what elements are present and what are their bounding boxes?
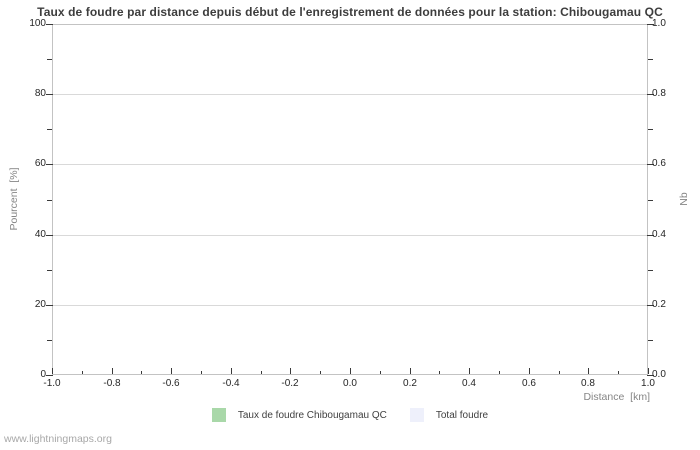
y-axis-tick-label-left: 20 [34, 299, 46, 310]
y-axis-tick-label-right: 0.2 [652, 299, 666, 310]
y-axis-tick-label-left: 40 [34, 229, 46, 240]
gridline [53, 305, 647, 306]
gridline [53, 164, 647, 165]
legend-item-taux: Taux de foudre Chibougamau QC [211, 408, 387, 422]
y-axis-major-tick-right [647, 375, 654, 376]
x-axis-tick-label: -0.6 [162, 378, 180, 389]
x-axis-major-tick [469, 368, 470, 374]
y-axis-label-right: Nb [678, 192, 690, 206]
x-axis-major-tick [648, 368, 649, 374]
watermark-link: www.lightningmaps.org [4, 433, 112, 445]
x-axis-minor-tick [201, 371, 202, 374]
x-axis-minor-tick [261, 371, 262, 374]
legend-label-total: Total foudre [435, 409, 489, 421]
x-axis-tick-label: 1.0 [641, 378, 655, 389]
x-axis-major-tick [171, 368, 172, 374]
y-axis-major-tick-left [46, 164, 53, 165]
y-axis-minor-tick-right [648, 129, 653, 130]
x-axis-major-tick [410, 368, 411, 374]
legend-swatch-total [409, 408, 424, 422]
gridline [53, 94, 647, 95]
x-axis-minor-tick [439, 371, 440, 374]
x-axis-major-tick [588, 368, 589, 374]
y-axis-minor-tick-left [47, 200, 52, 201]
x-axis-tick-label: 0.6 [522, 378, 536, 389]
y-axis-minor-tick-left [47, 59, 52, 60]
y-axis-label-left: Pourcent [%] [8, 167, 20, 231]
y-axis-minor-tick-right [648, 270, 653, 271]
y-axis-major-tick-left [46, 375, 53, 376]
x-axis-minor-tick [380, 371, 381, 374]
x-axis-major-tick [52, 368, 53, 374]
x-axis-tick-label: -0.2 [281, 378, 299, 389]
x-axis-major-tick [290, 368, 291, 374]
y-axis-minor-tick-left [47, 129, 52, 130]
y-axis-major-tick-right [647, 235, 654, 236]
y-axis-major-tick-left [46, 305, 53, 306]
gridline [53, 235, 647, 236]
y-axis-major-tick-right [647, 94, 654, 95]
x-axis-tick-label: 0.0 [343, 378, 357, 389]
x-axis-tick-label: 0.2 [403, 378, 417, 389]
x-axis-minor-tick [618, 371, 619, 374]
x-axis-tick-label: -0.4 [222, 378, 240, 389]
x-axis-major-tick [350, 368, 351, 374]
legend: Taux de foudre Chibougamau QC Total foud… [0, 408, 700, 422]
legend-label-taux: Taux de foudre Chibougamau QC [237, 409, 387, 421]
legend-swatch-taux [211, 408, 226, 422]
x-axis-label: Distance [km] [583, 391, 650, 403]
y-axis-tick-label-left: 100 [29, 18, 46, 29]
y-axis-minor-tick-right [648, 59, 653, 60]
y-axis-tick-label-left: 0 [40, 369, 46, 380]
y-axis-major-tick-left [46, 94, 53, 95]
x-axis-tick-label: 0.8 [581, 378, 595, 389]
x-axis-major-tick [112, 368, 113, 374]
y-axis-tick-label-left: 80 [34, 88, 46, 99]
x-axis-tick-label: 0.4 [462, 378, 476, 389]
y-axis-minor-tick-left [47, 270, 52, 271]
x-axis-major-tick [529, 368, 530, 374]
x-axis-tick-label: -0.8 [103, 378, 121, 389]
y-axis-tick-label-right: 0.8 [652, 88, 666, 99]
x-axis-major-tick [231, 368, 232, 374]
y-axis-tick-label-right: 0.6 [652, 158, 666, 169]
x-axis-minor-tick [320, 371, 321, 374]
y-axis-major-tick-right [647, 305, 654, 306]
y-axis-tick-label-right: 1.0 [652, 18, 666, 29]
y-axis-minor-tick-left [47, 340, 52, 341]
x-axis-minor-tick [82, 371, 83, 374]
x-axis-tick-label: -1.0 [43, 378, 61, 389]
x-axis-minor-tick [141, 371, 142, 374]
x-axis-minor-tick [499, 371, 500, 374]
y-axis-minor-tick-right [648, 200, 653, 201]
chart-title: Taux de foudre par distance depuis début… [37, 5, 663, 19]
plot-area [52, 24, 648, 375]
x-axis-minor-tick [559, 371, 560, 374]
y-axis-minor-tick-right [648, 340, 653, 341]
legend-item-total: Total foudre [409, 408, 489, 422]
y-axis-major-tick-left [46, 24, 53, 25]
y-axis-tick-label-right: 0.0 [652, 369, 666, 380]
y-axis-tick-label-right: 0.4 [652, 229, 666, 240]
y-axis-tick-label-left: 60 [34, 158, 46, 169]
y-axis-major-tick-left [46, 235, 53, 236]
y-axis-major-tick-right [647, 24, 654, 25]
y-axis-major-tick-right [647, 164, 654, 165]
